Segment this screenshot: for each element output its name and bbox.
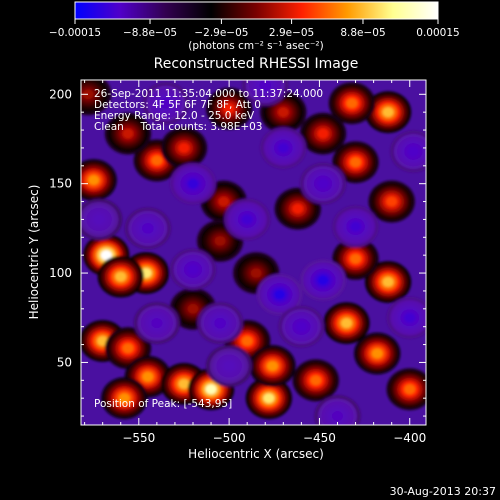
heatmap-blob — [100, 250, 112, 261]
colorbar-unit-label: (photons cm⁻² s⁻¹ asec⁻²) — [188, 40, 323, 52]
heatmap-blob — [331, 410, 344, 422]
heatmap-blob — [88, 175, 100, 186]
heatmap-blob — [317, 178, 329, 189]
heatmap-blob — [292, 203, 304, 214]
heatmap-blob — [218, 196, 230, 207]
heatmap-blob — [241, 335, 253, 347]
annotation-detectors: Detectors: 4F 5F 6F 7F 8F, Att 0 — [94, 99, 261, 111]
footer-date: 30-Aug-2013 20:37 — [390, 485, 496, 498]
heatmap-blob — [115, 271, 127, 282]
heatmap-blob — [295, 321, 307, 332]
heatmap-blob — [277, 107, 289, 118]
heatmap-blob — [214, 235, 226, 246]
observation-annotations: 26-Sep-2011 11:35:04.000 to 11:37:24.000… — [94, 88, 323, 133]
heatmap-blob — [349, 253, 362, 264]
y-axis-label: Heliocentric Y (arcsec) — [27, 185, 41, 320]
heatmap-blob — [404, 312, 416, 323]
heatmap-blob — [266, 360, 279, 372]
heatmap-blob — [118, 393, 130, 404]
heatmap-blob — [382, 107, 394, 118]
heatmap-blob — [407, 146, 419, 157]
peak-position-label: Position of Peak: [-543,95] — [94, 398, 232, 410]
colorbar-tick-label: 0.00015 — [416, 27, 459, 39]
heatmap-blob — [122, 343, 134, 354]
heatmap-blob — [178, 378, 190, 389]
y-tick-label: 150 — [49, 177, 72, 191]
heatmap-blob — [178, 142, 190, 153]
y-tick-label: 100 — [49, 266, 72, 280]
heatmap-blob — [151, 318, 163, 329]
heatmap-blob — [205, 384, 217, 395]
heatmap-blob — [223, 103, 235, 114]
annotation-clean-counts: Clean Total counts: 3.98E+03 — [94, 121, 263, 133]
heatmap-blob — [382, 276, 394, 288]
heatmap-blob — [349, 157, 362, 168]
heatmap-blob — [277, 142, 289, 153]
heatmap-blob — [187, 178, 199, 189]
colorbar-tick-label: 2.9e−05 — [269, 27, 314, 39]
heatmap-blob — [263, 393, 275, 404]
colorbar-tick-label: −2.9e−05 — [194, 27, 248, 39]
heatmap-blob — [404, 384, 416, 395]
heatmap-blob — [122, 128, 134, 139]
heatmap-blob — [187, 303, 199, 314]
y-tick-label: 200 — [49, 87, 72, 101]
heatmap-blob — [340, 318, 353, 329]
chart-title: Reconstructed RHESSI Image — [154, 56, 359, 72]
x-axis-label: Heliocentric X (arcsec) — [188, 447, 324, 461]
heatmap-blob — [93, 214, 105, 225]
x-tick-label: −500 — [213, 431, 246, 445]
heatmap-blob — [151, 155, 163, 166]
colorbar-tick-label: −0.00015 — [49, 27, 101, 39]
heatmap-blob — [349, 221, 362, 232]
heatmap-blob — [346, 98, 358, 109]
heatmap-blob — [310, 375, 322, 386]
heatmap-blob — [317, 275, 329, 286]
heatmap-blob — [259, 80, 271, 91]
heatmap-blob — [142, 223, 154, 234]
heatmap-blob — [160, 98, 172, 109]
heatmap-blob — [274, 289, 286, 300]
x-axis-ticks: −550 −500 −450 −400 — [84, 80, 426, 445]
heatmap-blob — [82, 89, 94, 100]
x-tick-label: −450 — [303, 431, 336, 445]
heatmap-blob — [250, 267, 262, 279]
y-axis-ticks: 50 100 150 200 — [49, 87, 426, 417]
annotation-energy-range: Energy Range: 12.0 - 25.0 keV — [94, 110, 255, 122]
plot-frame — [80, 79, 427, 426]
colorbar-ticks: −0.00015 −8.8e−05 −2.9e−05 2.9e−05 8.8e−05 0.… — [49, 19, 460, 39]
colorbar-tick-label: 8.8e−05 — [340, 27, 385, 39]
colorbar — [74, 1, 439, 20]
heatmap-blobs — [81, 80, 426, 425]
x-tick-label: −550 — [122, 431, 155, 445]
heatmap-blob — [187, 264, 199, 275]
colorbar-tick-label: −8.8e−05 — [123, 27, 177, 39]
y-tick-label: 50 — [57, 355, 72, 369]
heatmap-blob — [317, 128, 329, 139]
heatmap-blob — [386, 196, 398, 207]
annotation-time-range: 26-Sep-2011 11:35:04.000 to 11:37:24.000 — [94, 88, 323, 100]
heatmap-blob — [241, 214, 253, 225]
heatmap-blob — [371, 348, 383, 359]
x-tick-label: −400 — [393, 431, 426, 445]
heatmap-blob — [223, 360, 235, 372]
heatmap-blob — [142, 371, 154, 382]
heatmap-blob — [214, 318, 226, 329]
